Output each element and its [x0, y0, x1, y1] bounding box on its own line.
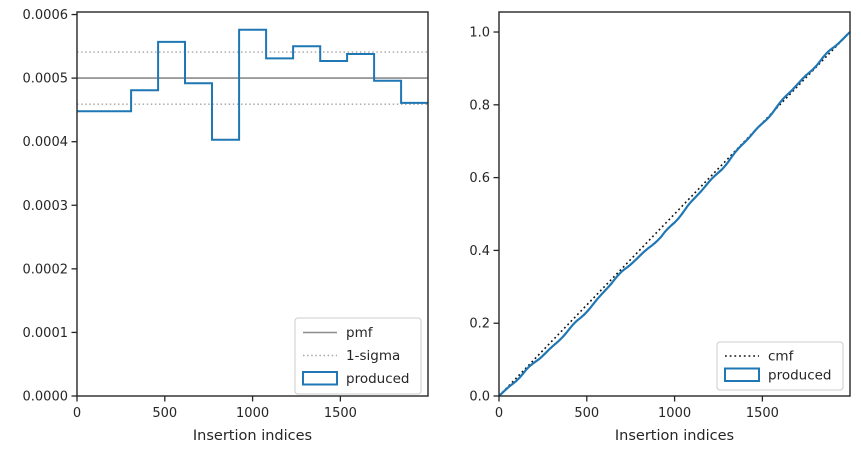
y-tick-label: 0.0004 — [23, 135, 69, 150]
y-tick-label: 1.0 — [469, 26, 490, 41]
y-tick-label: 0.0006 — [23, 8, 69, 23]
x-tick-label: 500 — [574, 406, 599, 421]
x-axis-label-left: Insertion indices — [193, 428, 312, 444]
legend-label-pmf: pmf — [346, 325, 374, 341]
cmf-line — [498, 31, 851, 397]
right-subplot: 0 500 1000 1500 0.0 0.2 0.4 0.6 0.8 1.0 Insertion… — [469, 11, 851, 444]
produced-histogram-line — [77, 28, 428, 141]
y-tick-label: 0.4 — [469, 244, 490, 259]
y-tick-label: 0.0002 — [23, 262, 69, 277]
legend-right: cmf produced — [716, 341, 844, 391]
x-tick-label: 500 — [152, 406, 177, 421]
x-tick-label: 1500 — [324, 406, 357, 421]
x-tick-label: 0 — [73, 406, 81, 421]
legend-produced-rect-sample — [724, 367, 760, 382]
y-tick-label: 0.6 — [469, 171, 490, 186]
legend-label-1-sigma: 1-sigma — [346, 348, 400, 364]
legend-label-cmf: cmf — [768, 349, 795, 365]
y-tick-label: 0.0 — [469, 390, 490, 405]
legend-produced-rect-sample — [302, 371, 338, 386]
x-tick-label: 1500 — [746, 406, 779, 421]
left-axis-ticks: 0 500 1000 1500 0.0000 0.0001 0.0002 0.0003 0.00… — [23, 8, 357, 421]
axes-frame-right — [498, 11, 851, 397]
y-tick-label: 0.0001 — [23, 326, 69, 341]
y-tick-label: 0.0000 — [23, 390, 69, 405]
y-tick-label: 0.0005 — [23, 72, 69, 87]
y-tick-label: 0.0003 — [23, 199, 69, 214]
x-tick-label: 1000 — [658, 406, 691, 421]
x-tick-label: 1000 — [236, 406, 269, 421]
produced-cumulative-line — [498, 31, 851, 397]
x-tick-label: 0 — [495, 406, 503, 421]
y-tick-label: 0.2 — [469, 317, 490, 332]
left-subplot: 0 500 1000 1500 0.0000 0.0001 0.0002 0.0003 0.00… — [23, 8, 429, 444]
legend-label-produced: produced — [346, 371, 410, 387]
x-axis-label-right: Insertion indices — [615, 428, 734, 444]
y-tick-label: 0.8 — [469, 98, 490, 113]
legend-left: pmf 1-sigma produced — [294, 317, 422, 395]
right-axis-ticks: 0 500 1000 1500 0.0 0.2 0.4 0.6 0.8 1.0 — [469, 26, 779, 421]
legend-label-produced: produced — [768, 368, 832, 384]
